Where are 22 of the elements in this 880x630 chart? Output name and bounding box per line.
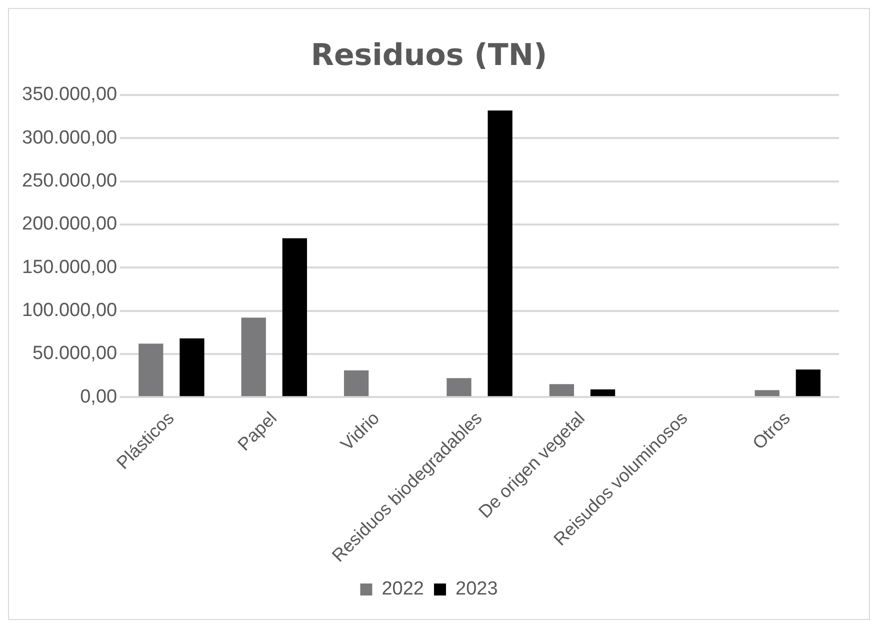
bar <box>138 344 164 396</box>
bar <box>590 389 616 396</box>
bar <box>241 318 266 396</box>
bar <box>344 370 369 396</box>
y-tick-label: 300.000,00 <box>22 127 118 148</box>
bar <box>549 384 574 396</box>
bar <box>796 369 821 396</box>
legend-label: 2023 <box>456 578 498 600</box>
y-tick-label: 150.000,00 <box>22 256 118 278</box>
chart-title: Residuos (TN) <box>310 38 548 73</box>
bar <box>488 110 512 396</box>
legend-label: 2022 <box>382 578 424 600</box>
y-tick-label: 100.000,00 <box>22 300 118 322</box>
bar <box>446 378 472 396</box>
bar <box>180 338 204 396</box>
bar <box>282 238 308 396</box>
y-tick-label: 250.000,00 <box>22 170 118 192</box>
bar <box>754 390 780 396</box>
y-tick-label: 0,00 <box>80 386 118 408</box>
y-tick-label: 200.000,00 <box>22 214 118 235</box>
y-tick-label: 50.000,00 <box>32 343 118 364</box>
y-tick-label: 350.000,00 <box>22 84 118 106</box>
